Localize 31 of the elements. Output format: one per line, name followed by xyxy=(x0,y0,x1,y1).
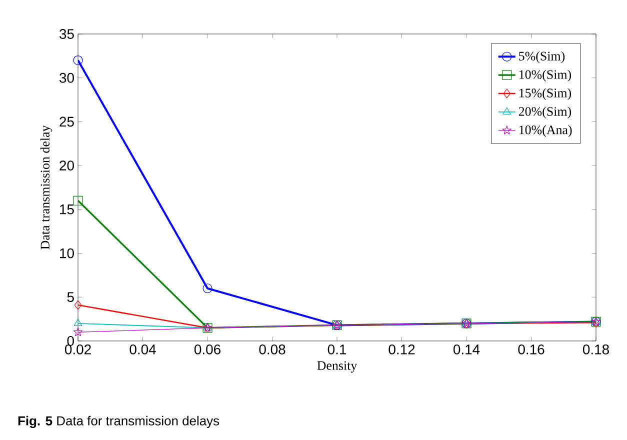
legend-label: 20%(Sim) xyxy=(518,106,572,118)
point xyxy=(73,196,83,206)
y-tick-label: 35 xyxy=(60,29,74,39)
x-tick-label: 0.04 xyxy=(130,344,156,354)
x-tick-label: 0.18 xyxy=(582,344,609,354)
text: Fig. 5 Data for transmission delays xyxy=(18,416,220,428)
y-tick-label: 20 xyxy=(60,160,74,170)
x-tick-label: 0.02 xyxy=(64,344,91,354)
x-tick-label: 0.1 xyxy=(328,344,346,354)
legend-label: 10%(Sim) xyxy=(519,70,572,82)
y-tick-label: 5 xyxy=(67,292,74,302)
legend-label: 15%(Sim) xyxy=(519,88,572,100)
point xyxy=(74,318,82,326)
y-tick-label: 10 xyxy=(60,248,74,258)
legend-label: 5%(Sim) xyxy=(519,51,565,64)
y-tick-label: 30 xyxy=(60,72,74,83)
x-tick-label: 0.12 xyxy=(388,344,415,354)
x-tick-label: 0.14 xyxy=(453,344,480,354)
point xyxy=(73,56,83,66)
x-tick-label: 0.08 xyxy=(259,344,286,354)
y-tick-label: 25 xyxy=(60,116,74,127)
point xyxy=(202,284,212,294)
y-tick-label: 15 xyxy=(60,204,74,214)
x-tick-label: 0.06 xyxy=(194,344,220,354)
y-tick-label: 0 xyxy=(67,336,74,346)
x-tick-label: 0.16 xyxy=(518,344,544,354)
point xyxy=(74,300,82,310)
legend-label: 10%(Ana) xyxy=(519,125,572,137)
point xyxy=(73,327,83,336)
x-axis-title: Density xyxy=(317,361,358,373)
y-axis-title: Data transmission delay xyxy=(40,125,52,250)
